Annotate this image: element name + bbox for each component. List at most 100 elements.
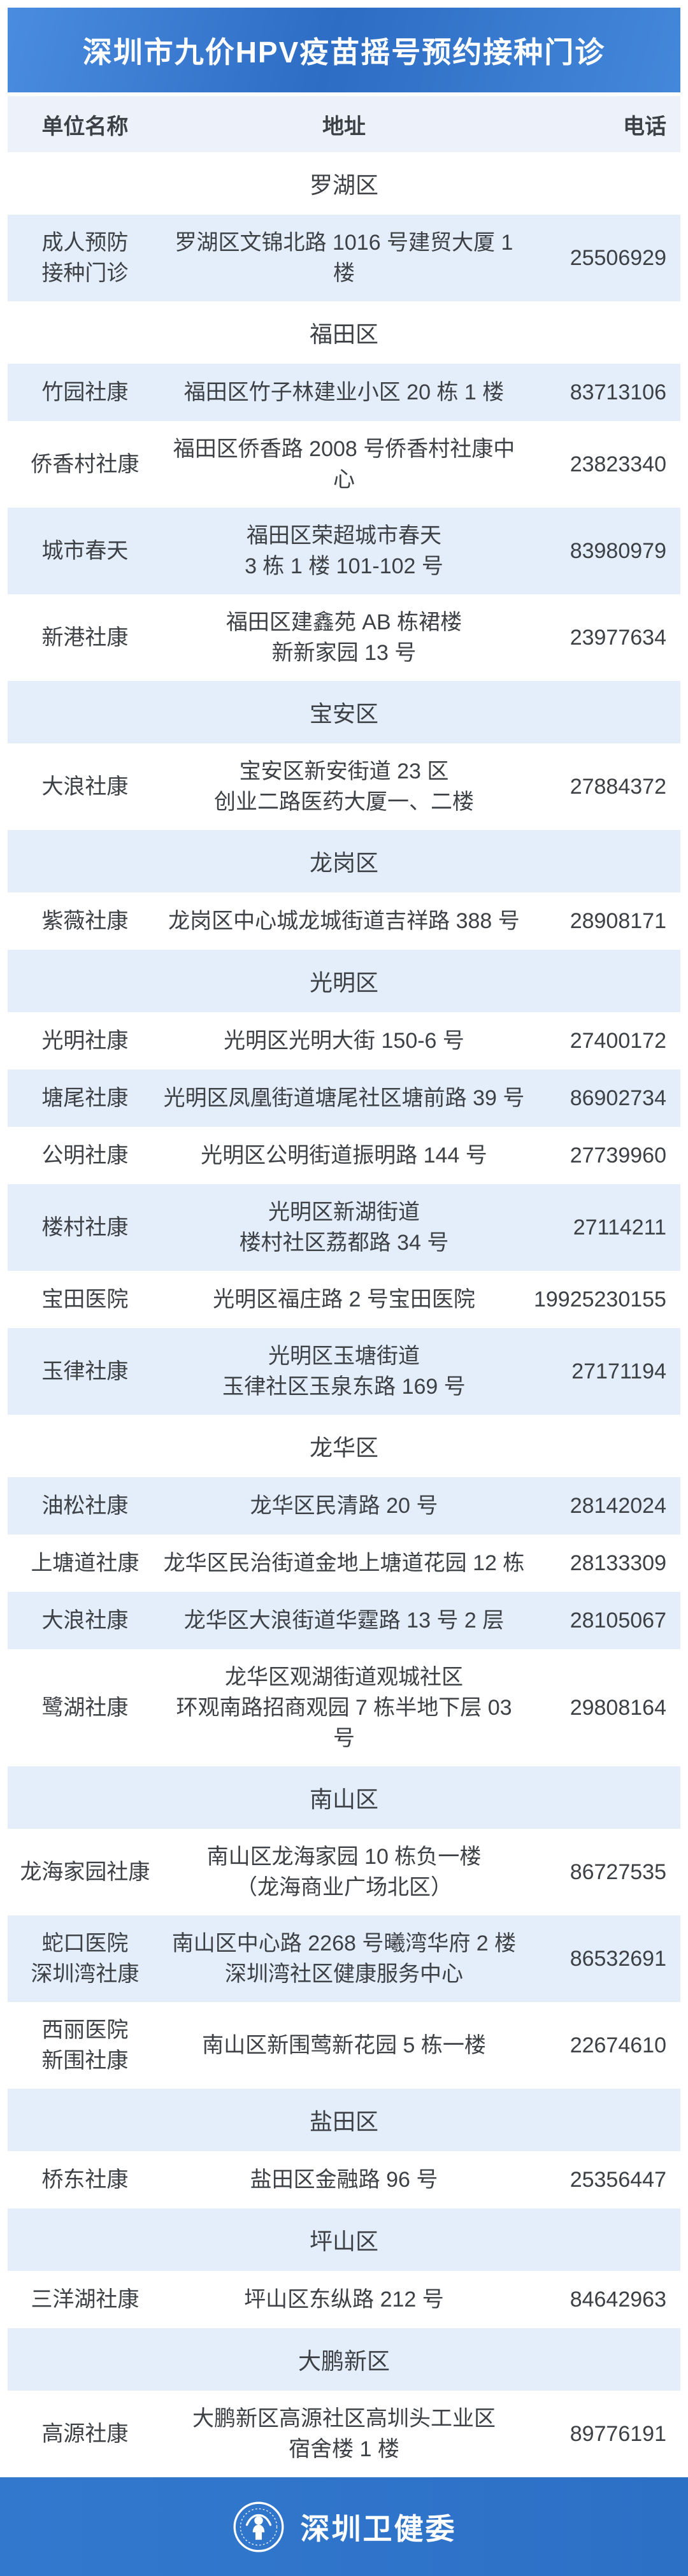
clinic-name: 大浪社康 — [41, 1608, 129, 1633]
page-title-bar: 深圳市九价HPV疫苗摇号预约接种门诊 — [8, 8, 680, 92]
clinic-row: 高源社康 大鹏新区高源社区高圳头工业区 宿舍楼 1 楼 89776191 — [8, 2391, 680, 2477]
table-body: 罗湖区 成人预防 接种门诊 罗湖区文锦北路 1016 号建贸大厦 1 楼 255… — [8, 152, 680, 2477]
clinic-address: 光明区凤凰街道塘尾社区塘前路 39 号 — [163, 1086, 525, 1110]
clinic-row: 蛇口医院 深圳湾社康 南山区中心路 2268 号曦湾华府 2 楼 深圳湾社区健康… — [8, 1915, 680, 2002]
clinic-name: 桥东社康 — [41, 2168, 129, 2192]
district-label: 龙华区 — [309, 1435, 378, 1461]
clinic-row: 光明社康 光明区光明大街 150-6 号 27400172 — [8, 1012, 680, 1070]
clinic-row: 玉律社康 光明区玉塘街道 玉律社区玉泉东路 169 号 27171194 — [8, 1328, 680, 1415]
clinic-row: 龙海家园社康 南山区龙海家园 10 栋负一楼 （龙海商业广场北区） 867275… — [8, 1829, 680, 1915]
clinic-address: 大鹏新区高源社区高圳头工业区 宿舍楼 1 楼 — [192, 2407, 496, 2461]
clinic-address: 光明区福庄路 2 号宝田医院 — [213, 1287, 475, 1312]
district-label: 宝安区 — [309, 701, 378, 727]
clinic-address: 光明区新湖街道 楼村社区荔都路 34 号 — [239, 1200, 449, 1255]
clinic-name: 紫薇社康 — [41, 909, 129, 933]
clinic-row: 大浪社康 宝安区新安街道 23 区 创业二路医药大厦一、二楼 27884372 — [8, 743, 680, 830]
district-row: 光明区 — [8, 950, 680, 1012]
clinic-row: 楼村社康 光明区新湖街道 楼村社区荔都路 34 号 27114211 — [8, 1184, 680, 1271]
clinic-name: 蛇口医院 深圳湾社康 — [31, 1931, 140, 1986]
clinic-phone: 27114211 — [573, 1215, 666, 1240]
clinic-name: 新港社康 — [41, 626, 129, 650]
clinic-name: 油松社康 — [41, 1494, 129, 1518]
clinic-phone: 23823340 — [570, 452, 666, 476]
clinic-row: 油松社康 龙华区民清路 20 号 28142024 — [8, 1477, 680, 1535]
district-row: 龙华区 — [8, 1415, 680, 1477]
clinic-name: 公明社康 — [41, 1143, 129, 1168]
clinic-name: 塘尾社康 — [41, 1086, 129, 1110]
clinic-row: 公明社康 光明区公明街道振明路 144 号 27739960 — [8, 1127, 680, 1184]
clinic-address: 光明区光明大街 150-6 号 — [224, 1029, 464, 1053]
clinic-row: 大浪社康 龙华区大浪街道华霆路 13 号 2 层 28105067 — [8, 1592, 680, 1649]
clinic-address: 光明区玉塘街道 玉律社区玉泉东路 169 号 — [222, 1344, 466, 1399]
table-column-header: 单位名称 地址 电话 — [8, 96, 680, 152]
clinic-address: 龙华区观湖街道观城社区 环观南路招商观园 7 栋半地下层 03 号 — [176, 1665, 512, 1750]
column-header-address: 地址 — [322, 114, 366, 139]
district-row: 罗湖区 — [8, 152, 680, 215]
clinic-row: 三洋湖社康 坪山区东纵路 212 号 84642963 — [8, 2271, 680, 2328]
clinic-address: 南山区中心路 2268 号曦湾华府 2 楼 深圳湾社区健康服务中心 — [171, 1931, 517, 1986]
clinic-address: 南山区龙海家园 10 栋负一楼 （龙海商业广场北区） — [206, 1845, 482, 1900]
clinic-name: 大浪社康 — [41, 775, 129, 799]
clinic-address: 福田区荣超城市春天 3 栋 1 楼 101-102 号 — [245, 524, 443, 578]
district-row: 福田区 — [8, 301, 680, 364]
clinic-address: 罗湖区文锦北路 1016 号建贸大厦 1 楼 — [175, 231, 513, 285]
clinic-phone: 86727535 — [570, 1860, 666, 1884]
clinic-row: 成人预防 接种门诊 罗湖区文锦北路 1016 号建贸大厦 1 楼 2550692… — [8, 215, 680, 301]
clinic-name: 高源社康 — [41, 2422, 129, 2446]
clinic-phone: 28133309 — [570, 1551, 666, 1575]
clinic-address: 龙华区民清路 20 号 — [250, 1494, 438, 1518]
clinic-row: 桥东社康 盐田区金融路 96 号 25356447 — [8, 2151, 680, 2208]
clinic-phone: 27884372 — [570, 775, 666, 799]
clinic-phone: 29808164 — [570, 1696, 666, 1720]
clinic-row: 侨香村社康 福田区侨香路 2008 号侨香村社康中心 23823340 — [8, 421, 680, 508]
district-label: 大鹏新区 — [297, 2348, 390, 2374]
clinic-row: 城市春天 福田区荣超城市春天 3 栋 1 楼 101-102 号 8398097… — [8, 508, 680, 594]
clinic-row: 塘尾社康 光明区凤凰街道塘尾社区塘前路 39 号 86902734 — [8, 1070, 680, 1127]
clinic-row: 紫薇社康 龙岗区中心城龙城街道吉祥路 388 号 28908171 — [8, 892, 680, 950]
clinic-name: 龙海家园社康 — [20, 1860, 150, 1884]
clinic-address: 福田区竹子林建业小区 20 栋 1 楼 — [183, 380, 505, 404]
clinic-phone: 83980979 — [570, 539, 666, 563]
clinic-name: 竹园社康 — [41, 380, 129, 404]
clinic-phone: 27171194 — [571, 1359, 666, 1384]
clinic-phone: 27400172 — [570, 1029, 666, 1053]
district-label: 南山区 — [309, 1786, 378, 1812]
clinic-row: 宝田医院 光明区福庄路 2 号宝田医院 19925230155 — [8, 1271, 680, 1328]
footer-org-name: 深圳卫健委 — [300, 2512, 457, 2545]
column-header-name: 单位名称 — [41, 114, 129, 139]
clinic-address: 南山区新围莺新花园 5 栋一楼 — [202, 2033, 486, 2057]
clinic-phone: 27739960 — [570, 1143, 666, 1168]
clinic-address: 坪山区东纵路 212 号 — [244, 2287, 444, 2312]
clinic-phone: 19925230155 — [533, 1287, 666, 1312]
clinic-address: 龙岗区中心城龙城街道吉祥路 388 号 — [168, 909, 520, 933]
clinic-address: 盐田区金融路 96 号 — [250, 2168, 438, 2192]
clinic-address: 宝安区新安街道 23 区 创业二路医药大厦一、二楼 — [213, 759, 474, 814]
district-label: 盐田区 — [309, 2108, 378, 2135]
clinic-name: 玉律社康 — [41, 1359, 129, 1384]
clinic-name: 成人预防 接种门诊 — [41, 231, 129, 285]
footer: 深圳卫健委 — [0, 2477, 688, 2576]
clinic-phone: 28908171 — [570, 909, 666, 933]
clinic-name: 光明社康 — [41, 1029, 129, 1053]
clinic-phone: 22674610 — [570, 2033, 666, 2057]
clinic-name: 侨香村社康 — [31, 452, 140, 476]
clinic-name: 西丽医院 新围社康 — [41, 2018, 129, 2073]
clinic-phone: 28142024 — [570, 1494, 666, 1518]
district-label: 坪山区 — [309, 2228, 378, 2254]
district-row: 大鹏新区 — [8, 2328, 680, 2391]
district-row: 龙岗区 — [8, 830, 680, 892]
clinic-row: 新港社康 福田区建鑫苑 AB 栋裙楼 新新家园 13 号 23977634 — [8, 594, 680, 681]
clinic-name: 城市春天 — [41, 539, 129, 563]
clinic-phone: 86902734 — [570, 1086, 666, 1110]
clinic-phone: 25506929 — [570, 246, 666, 270]
clinic-name: 楼村社康 — [41, 1215, 129, 1240]
clinic-address: 福田区建鑫苑 AB 栋裙楼 新新家园 13 号 — [226, 610, 462, 665]
clinic-phone: 86532691 — [570, 1947, 666, 1971]
clinic-phone: 83713106 — [570, 380, 666, 404]
clinic-name: 鹭湖社康 — [41, 1696, 129, 1720]
clinic-address: 福田区侨香路 2008 号侨香村社康中心 — [173, 437, 515, 492]
clinic-phone: 84642963 — [570, 2287, 666, 2312]
clinic-row: 竹园社康 福田区竹子林建业小区 20 栋 1 楼 83713106 — [8, 364, 680, 421]
clinic-phone: 28105067 — [570, 1608, 666, 1633]
